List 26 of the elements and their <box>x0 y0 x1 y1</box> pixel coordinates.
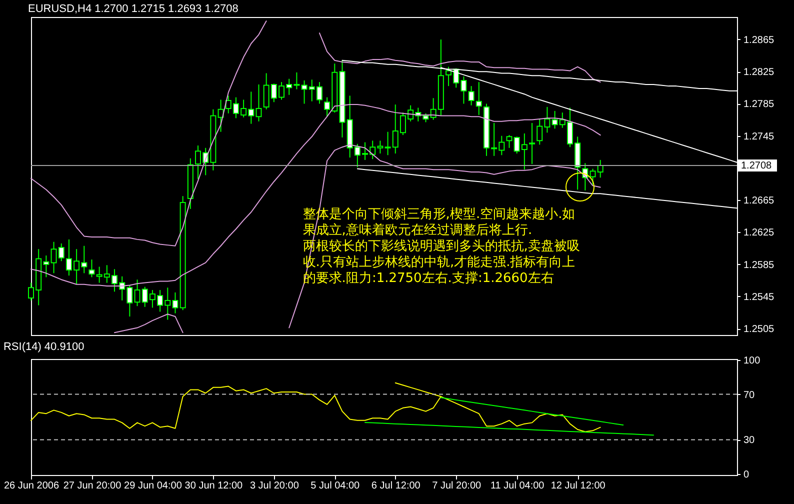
y-tick-label: 1.2585 <box>744 260 775 271</box>
x-tick-label: 26 Jun 2006 <box>4 480 60 492</box>
chart-title: EURUSD,H4 1.2700 1.2715 1.2693 1.2708 <box>28 3 238 15</box>
x-tick-label: 11 Jul 04:00 <box>490 480 545 492</box>
y-tick-label: 1.2865 <box>744 34 775 46</box>
y-tick-label: 0 <box>744 469 750 480</box>
y-tick-label: 1.2745 <box>744 131 775 142</box>
x-tick-label: 6 Jul 12:00 <box>371 480 421 492</box>
y-tick-label: 1.2785 <box>744 99 775 110</box>
y-tick-label: 1.2825 <box>744 67 775 78</box>
y-tick-label: 1.2665 <box>744 196 775 207</box>
y-tick-label: 1.2625 <box>744 228 775 239</box>
x-tick-label: 29 Jun 04:00 <box>124 480 182 492</box>
x-tick-label: 5 Jul 04:00 <box>310 480 360 492</box>
y-tick-label: 70 <box>744 390 756 401</box>
y-tick-label: 100 <box>744 356 761 367</box>
y-tick-label: 1.2545 <box>744 292 775 303</box>
y-tick-label: 30 <box>744 435 756 446</box>
y-tick-label: 1.2505 <box>744 324 775 336</box>
x-tick-label: 30 Jun 12:00 <box>184 480 244 492</box>
x-tick-label: 7 Jul 20:00 <box>432 480 482 492</box>
x-tick-label: 27 Jun 20:00 <box>63 480 122 492</box>
x-tick-label: 12 Jul 12:00 <box>550 480 606 492</box>
x-tick-label: 3 Jul 20:00 <box>250 480 300 492</box>
ref-line-label: 1.2708 <box>741 160 772 172</box>
chart-title: RSI(14) 40.9100 <box>3 341 84 354</box>
